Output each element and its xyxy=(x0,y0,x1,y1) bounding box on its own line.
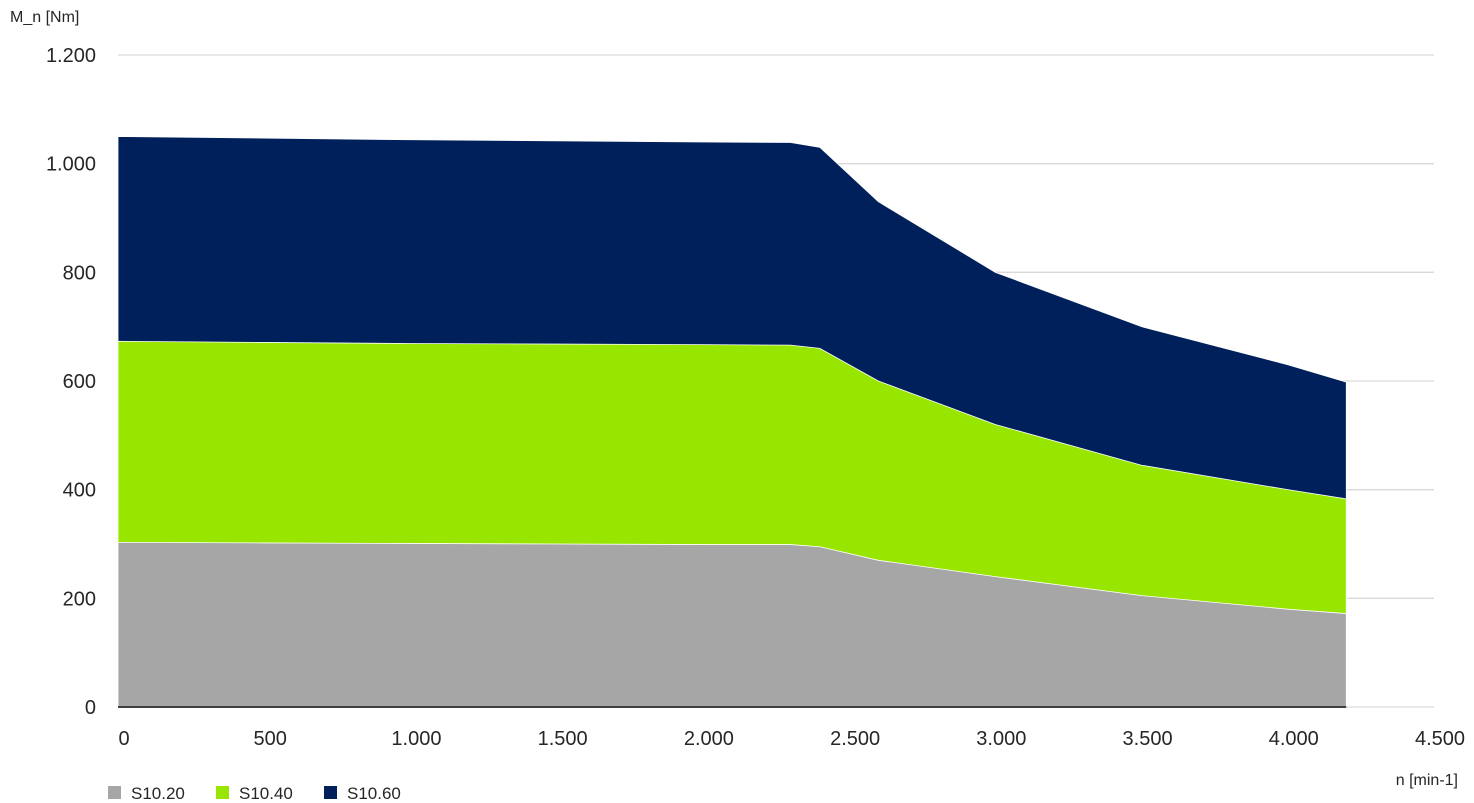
y-tick-label: 0 xyxy=(85,697,96,719)
x-tick-label: 4.500 xyxy=(1415,728,1465,750)
series-areas xyxy=(117,136,1347,708)
y-tick-label: 1.200 xyxy=(46,45,96,67)
legend-label: S10.40 xyxy=(239,784,293,803)
x-axis-title: n [min-1] xyxy=(1396,772,1458,789)
legend-swatch xyxy=(216,786,229,799)
y-tick-label: 800 xyxy=(63,262,96,284)
y-tick-label: 200 xyxy=(63,588,96,610)
axes: 0 200 400 600 800 1.000 1.200 0 500 1.000 1.500 2.0… xyxy=(46,45,1465,750)
y-tick-label: 600 xyxy=(63,371,96,393)
legend-label: S10.20 xyxy=(131,784,185,803)
x-tick-label: 0 xyxy=(118,728,129,750)
x-tick-label: 2.000 xyxy=(684,728,734,750)
legend: S10.20 S10.40 S10.60 xyxy=(108,784,401,803)
area-s10-20 xyxy=(117,541,1347,708)
x-tick-label: 1.000 xyxy=(391,728,441,750)
legend-label: S10.60 xyxy=(347,784,401,803)
x-tick-label: 1.500 xyxy=(538,728,588,750)
y-tick-label: 1.000 xyxy=(46,154,96,176)
legend-swatch xyxy=(324,786,337,799)
y-axis-title: M_n [Nm] xyxy=(10,9,79,26)
x-tick-label: 3.000 xyxy=(976,728,1026,750)
x-tick-label: 4.000 xyxy=(1269,728,1319,750)
y-tick-label: 400 xyxy=(63,480,96,502)
x-tick-label: 500 xyxy=(254,728,287,750)
legend-swatch xyxy=(108,786,121,799)
x-tick-label: 2.500 xyxy=(830,728,880,750)
x-tick-label: 3.500 xyxy=(1123,728,1173,750)
